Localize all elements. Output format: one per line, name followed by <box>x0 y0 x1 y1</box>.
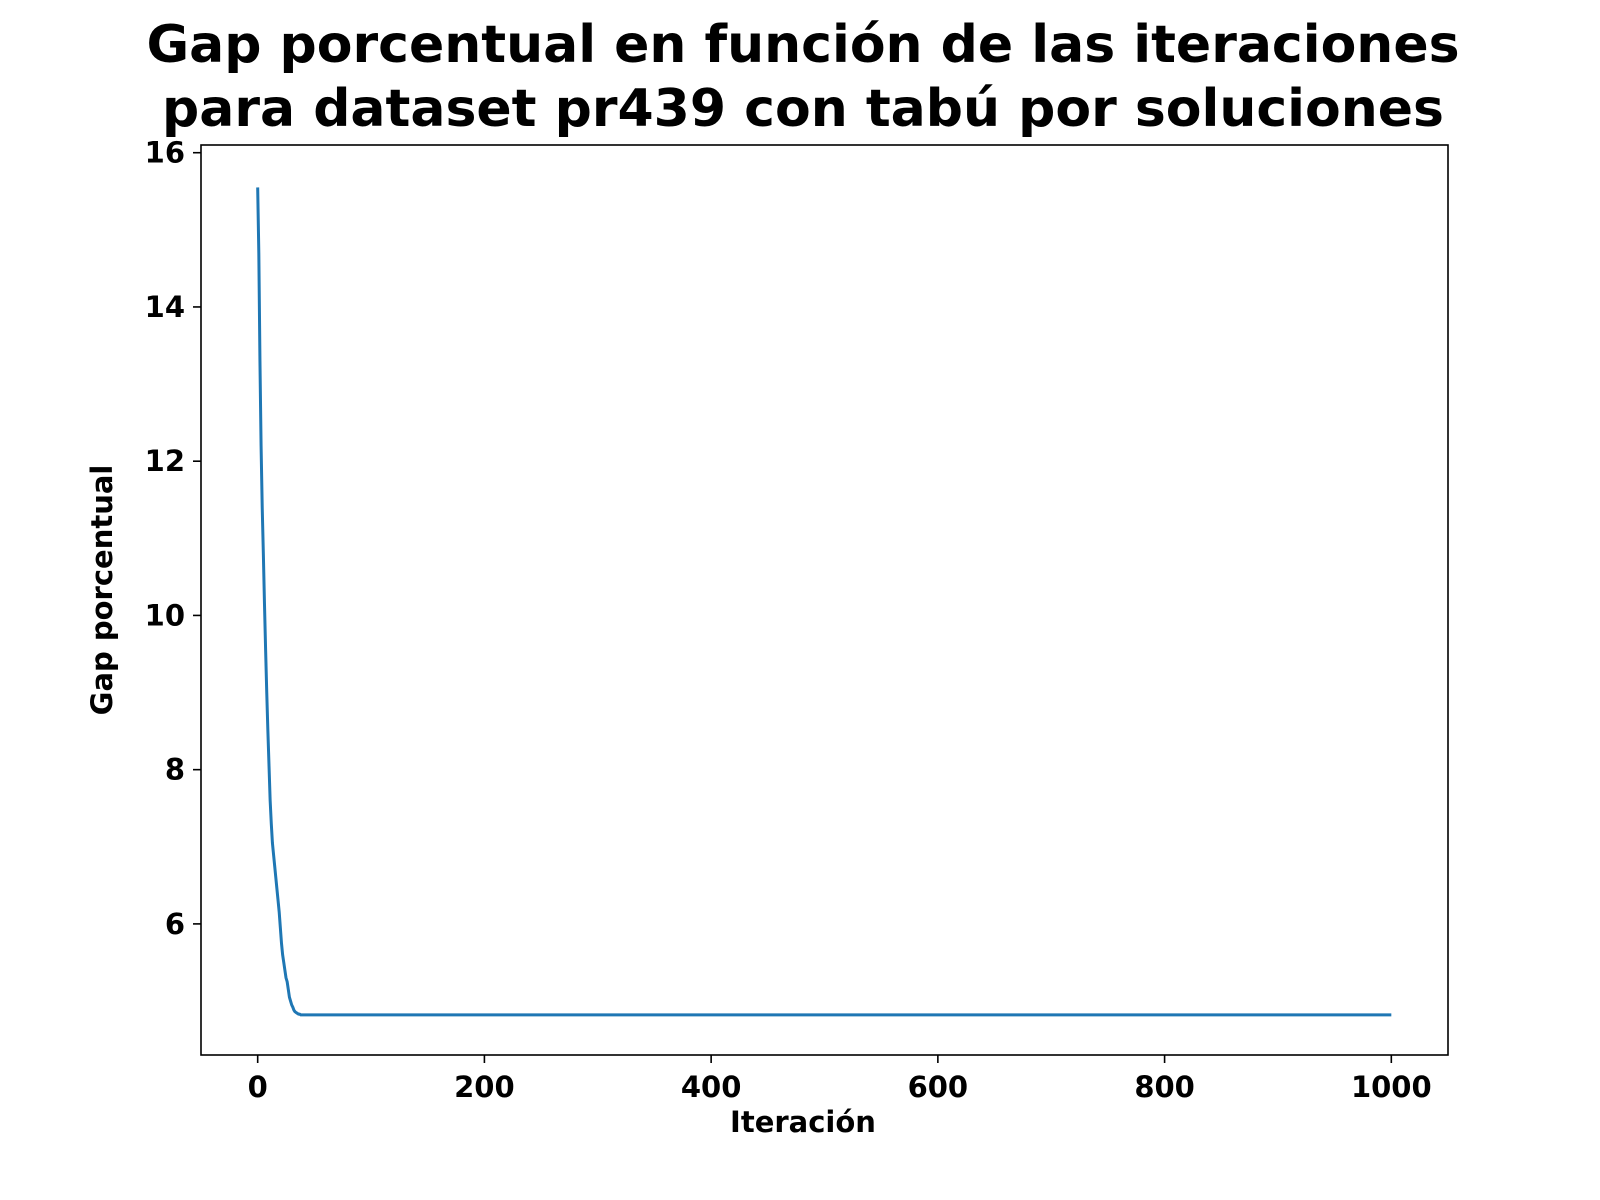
y-tick-label: 6 <box>165 907 185 941</box>
y-tick-label: 14 <box>145 290 185 324</box>
y-axis-ticks: 6 8 10 12 14 16 <box>145 136 201 941</box>
y-axis-label: Gap porcentual <box>85 465 119 716</box>
plot-frame <box>200 144 1449 1056</box>
y-tick-label: 16 <box>145 136 185 170</box>
x-axis-ticks: 0 200 400 600 800 1000 <box>248 1055 1432 1104</box>
y-tick-label: 12 <box>145 444 185 478</box>
x-tick-label: 200 <box>454 1070 515 1104</box>
plot-series <box>256 187 1392 1017</box>
x-tick-label: 400 <box>681 1070 742 1104</box>
x-tick-label: 0 <box>248 1070 268 1104</box>
series-line-0 <box>256 187 1392 1017</box>
chart-title-line-2: para dataset pr439 con tabú por solucion… <box>162 79 1444 139</box>
chart-title: Gap porcentual en función de las iteraci… <box>146 15 1459 139</box>
x-tick-label: 1000 <box>1351 1070 1432 1104</box>
chart-title-line-1: Gap porcentual en función de las iteraci… <box>146 15 1459 75</box>
x-tick-label: 800 <box>1134 1070 1195 1104</box>
y-tick-label: 10 <box>145 598 185 632</box>
x-axis-label: Iteración <box>730 1105 876 1139</box>
x-tick-label: 600 <box>908 1070 969 1104</box>
y-tick-label: 8 <box>165 753 185 787</box>
